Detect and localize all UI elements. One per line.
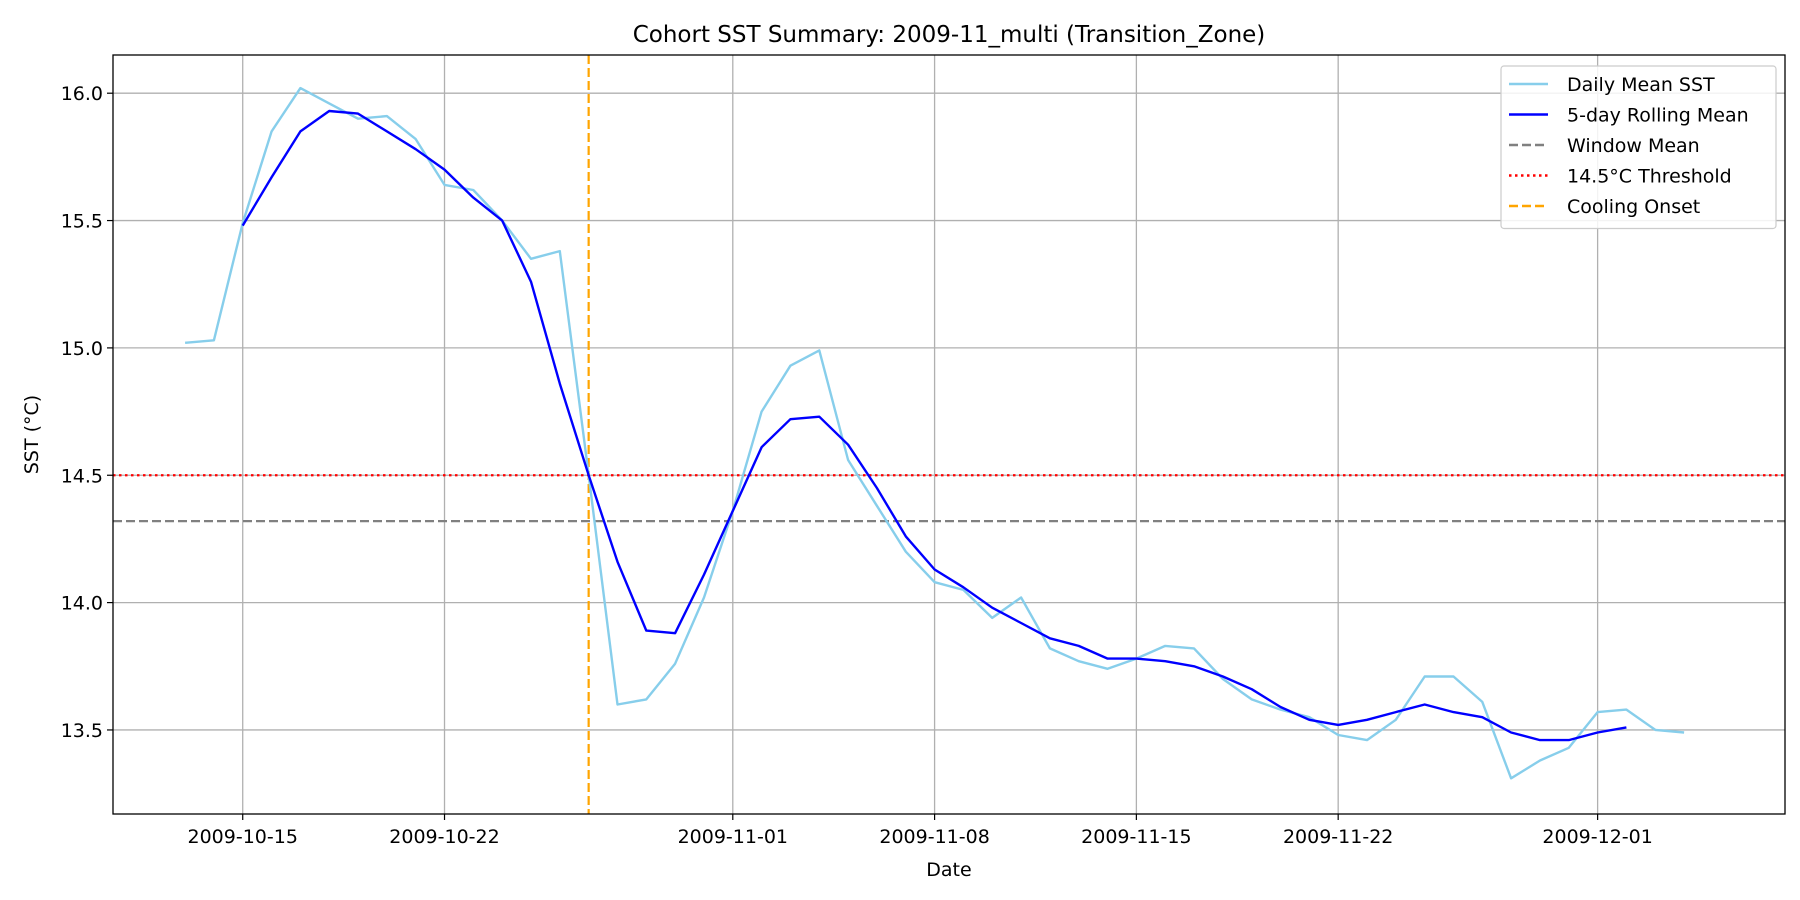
y-tick-label: 16.0 — [61, 83, 103, 105]
daily-mean-sst-line — [184, 86, 1685, 780]
legend-label-5-day-rolling-mean: 5-day Rolling Mean — [1567, 105, 1749, 127]
y-tick-label: 14.0 — [61, 593, 103, 615]
y-tick-label: 15.5 — [61, 211, 103, 233]
x-tick-label: 2009-10-22 — [389, 826, 499, 848]
legend-box — [1500, 65, 1777, 230]
plot-frame — [112, 54, 1786, 815]
x-tick-label: 2009-12-01 — [1542, 826, 1652, 848]
x-tick-label: 2009-11-22 — [1283, 826, 1393, 848]
chart-title: Cohort SST Summary: 2009-11_multi (Trans… — [633, 22, 1266, 48]
x-tick-label: 2009-11-08 — [879, 826, 989, 848]
x-tick-label: 2009-11-01 — [678, 826, 788, 848]
legend: Daily Mean SST 5-day Rolling Mean Window M… — [1500, 65, 1777, 230]
series-lines — [184, 86, 1685, 780]
reference-lines — [113, 55, 1785, 814]
legend-label-cooling-onset: Cooling Onset — [1567, 196, 1700, 218]
axis-ticks: 2009-10-15 2009-10-22 2009-11-01 2009-11-08… — [61, 83, 1653, 848]
x-tick-label: 2009-11-15 — [1081, 826, 1191, 848]
y-axis-title: SST (°C) — [21, 395, 43, 474]
5-day-rolling-mean-line — [241, 109, 1627, 742]
legend-label-daily-mean-sst: Daily Mean SST — [1567, 74, 1715, 96]
legend-label-14-5-c-threshold: 14.5°C Threshold — [1567, 166, 1732, 188]
y-tick-label: 14.5 — [61, 465, 103, 487]
x-axis-title: Date — [926, 859, 971, 881]
legend-label-window-mean: Window Mean — [1567, 135, 1700, 157]
y-tick-label: 15.0 — [61, 338, 103, 360]
y-tick-label: 13.5 — [61, 720, 103, 742]
x-tick-label: 2009-10-15 — [188, 826, 298, 848]
